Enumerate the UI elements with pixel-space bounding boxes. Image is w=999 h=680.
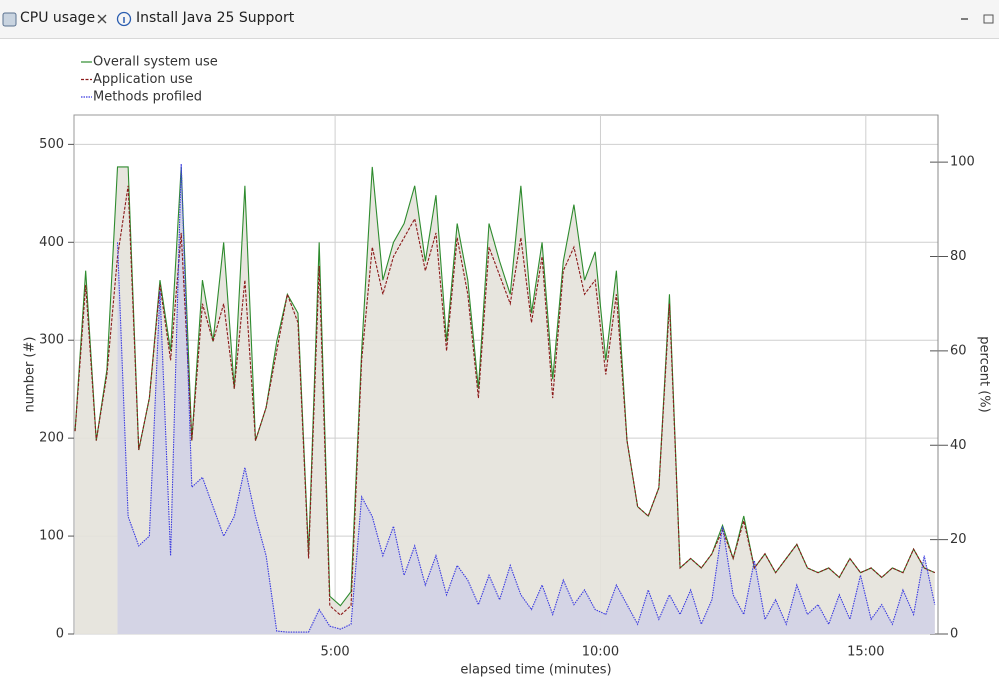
y-tick-label: 200: [39, 431, 64, 446]
y-tick-label: 500: [39, 137, 64, 152]
y-tick-label: 0: [56, 627, 64, 642]
y-axis-label: number (#): [23, 337, 38, 413]
close-icon[interactable]: [97, 14, 107, 24]
x-tick-label: 5:00: [321, 645, 350, 660]
tab-label[interactable]: Install Java 25 Support: [136, 10, 295, 26]
y2-tick-label: 40: [950, 438, 967, 453]
cpu-icon: [2, 12, 17, 27]
legend-label: Overall system use: [93, 55, 218, 70]
y2-tick-label: 80: [950, 249, 967, 264]
series-line: [74, 185, 936, 616]
y2-axis-label: percent (%): [977, 336, 992, 412]
tab-label[interactable]: CPU usage: [20, 10, 96, 26]
y-tick-label: 300: [39, 333, 64, 348]
y2-tick-label: 0: [950, 627, 958, 642]
maximize-icon[interactable]: [983, 14, 994, 24]
chart: 0 100 200 300 400 500 5:00 10:00 15:00 0 20 40 60 80 1…: [23, 55, 992, 678]
x-axis-label: elapsed time (minutes): [460, 663, 611, 678]
tab-icons: [2, 11, 994, 27]
info-icon: [116, 11, 132, 27]
y2-tick-label: 100: [950, 155, 975, 170]
x-tick-label: 10:00: [582, 645, 619, 660]
y-tick-label: 100: [39, 529, 64, 544]
tab-bar: CPU usage Install Java 25 Support: [0, 0, 999, 39]
legend-label: Application use: [93, 72, 193, 87]
series-area: [117, 163, 935, 634]
y-tick-label: 400: [39, 235, 64, 250]
y2-tick-label: 20: [950, 532, 967, 547]
series-area: [75, 166, 935, 634]
x-tick-label: 15:00: [847, 645, 884, 660]
legend-label: Methods profiled: [93, 90, 202, 105]
y2-tick-label: 60: [950, 343, 967, 358]
series-line: [116, 163, 936, 633]
